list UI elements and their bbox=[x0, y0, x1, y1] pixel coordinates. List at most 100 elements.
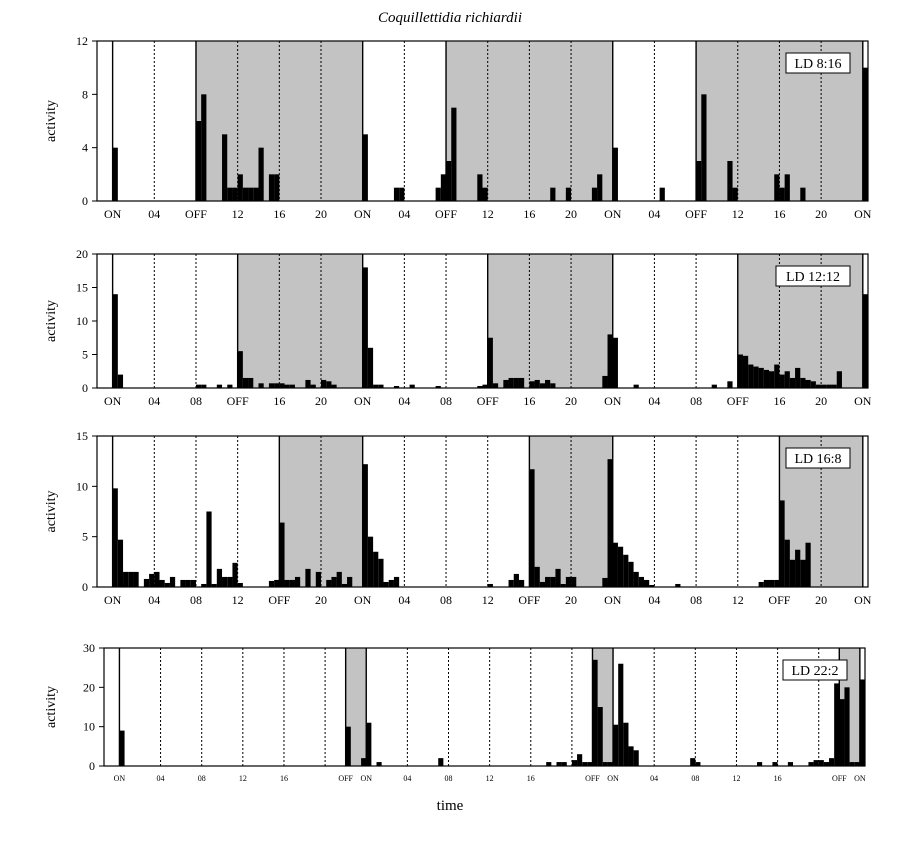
bar bbox=[487, 337, 493, 388]
bar bbox=[123, 571, 129, 587]
dark-period bbox=[237, 254, 363, 388]
bar bbox=[482, 187, 488, 201]
x-tick-label: 20 bbox=[315, 207, 327, 221]
y-tick-label: 20 bbox=[83, 680, 95, 694]
bar bbox=[545, 379, 551, 388]
bar bbox=[284, 579, 290, 587]
y-tick-label: 15 bbox=[76, 281, 88, 295]
x-tick-label: ON bbox=[114, 774, 126, 783]
bar bbox=[789, 377, 796, 388]
bar bbox=[859, 679, 865, 766]
bar bbox=[232, 187, 238, 201]
x-tick-label: 04 bbox=[648, 207, 660, 221]
bar bbox=[550, 383, 556, 388]
bar bbox=[784, 539, 790, 587]
x-tick-label: 16 bbox=[273, 394, 285, 408]
y-tick-label: 8 bbox=[82, 87, 88, 101]
bar bbox=[336, 571, 342, 587]
bar bbox=[284, 384, 290, 388]
x-tick-label: 04 bbox=[398, 207, 410, 221]
x-tick-label: 12 bbox=[732, 593, 744, 607]
bar bbox=[602, 577, 608, 587]
x-tick-label: 20 bbox=[315, 394, 327, 408]
bar bbox=[690, 758, 696, 766]
bar bbox=[659, 187, 665, 201]
x-tick-label: ON bbox=[604, 593, 622, 607]
bar bbox=[800, 187, 806, 201]
bar bbox=[623, 722, 629, 766]
bar bbox=[561, 762, 567, 766]
bar bbox=[373, 384, 379, 388]
bar bbox=[508, 377, 514, 388]
bar bbox=[149, 573, 155, 587]
bar bbox=[378, 384, 384, 388]
x-tick-label: ON bbox=[607, 774, 619, 783]
y-axis-label: activity bbox=[44, 300, 59, 342]
bar bbox=[294, 576, 301, 587]
y-tick-label: 0 bbox=[89, 759, 95, 773]
x-tick-label: 08 bbox=[691, 774, 699, 783]
bar bbox=[361, 758, 367, 766]
bar bbox=[839, 699, 845, 766]
legend-label: LD 16:8 bbox=[794, 452, 841, 467]
bar bbox=[393, 187, 400, 201]
bar bbox=[638, 576, 644, 587]
bar bbox=[274, 579, 280, 587]
x-tick-label: OFF bbox=[268, 593, 290, 607]
x-tick-label: 20 bbox=[815, 394, 827, 408]
bar bbox=[232, 562, 238, 587]
bar bbox=[769, 371, 775, 388]
x-tick-label: OFF bbox=[518, 593, 540, 607]
bar bbox=[556, 762, 562, 766]
bar bbox=[787, 762, 794, 766]
plot-area bbox=[97, 436, 868, 587]
bar bbox=[190, 579, 196, 587]
bar bbox=[227, 576, 233, 587]
bar bbox=[169, 576, 176, 587]
x-tick-label: 08 bbox=[445, 774, 453, 783]
bar bbox=[571, 576, 577, 587]
bar bbox=[565, 576, 572, 587]
bar bbox=[206, 511, 212, 587]
bar bbox=[513, 573, 519, 587]
bar bbox=[503, 379, 509, 388]
bar bbox=[242, 187, 249, 201]
bar bbox=[587, 762, 593, 766]
bar bbox=[831, 384, 837, 388]
bar bbox=[477, 174, 483, 201]
x-tick-label: OFF bbox=[338, 774, 353, 783]
y-tick-label: 0 bbox=[82, 381, 88, 395]
bar bbox=[393, 576, 400, 587]
bar bbox=[769, 579, 775, 587]
bar bbox=[628, 746, 634, 766]
bar bbox=[367, 347, 374, 388]
bar bbox=[268, 383, 275, 388]
bar bbox=[435, 385, 441, 388]
bar bbox=[821, 384, 827, 388]
x-tick-label: 04 bbox=[148, 394, 160, 408]
bar bbox=[201, 384, 207, 388]
bar bbox=[112, 147, 118, 201]
bar bbox=[248, 377, 254, 388]
bar bbox=[774, 364, 780, 388]
bar bbox=[550, 187, 556, 201]
x-tick-label: ON bbox=[360, 774, 372, 783]
x-tick-label: 20 bbox=[315, 593, 327, 607]
bar bbox=[808, 762, 814, 766]
bar bbox=[268, 580, 275, 587]
bar bbox=[399, 187, 405, 201]
bar bbox=[753, 366, 759, 388]
y-tick-label: 10 bbox=[76, 479, 88, 493]
bar bbox=[518, 579, 525, 587]
x-tick-label: 04 bbox=[648, 394, 660, 408]
bar bbox=[388, 579, 394, 587]
legend-label: LD 22:2 bbox=[791, 664, 838, 679]
bar bbox=[758, 367, 764, 388]
bar bbox=[376, 762, 382, 766]
plot-frame bbox=[96, 40, 869, 202]
x-tick-label: OFF bbox=[477, 394, 499, 408]
bar bbox=[779, 374, 785, 388]
bar bbox=[633, 384, 639, 388]
bar bbox=[367, 536, 374, 587]
